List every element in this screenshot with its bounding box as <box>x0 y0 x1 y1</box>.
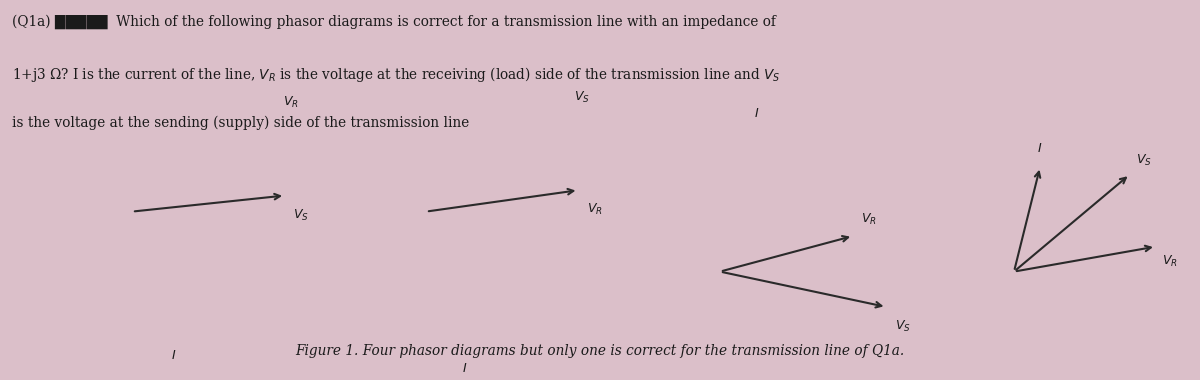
Text: $V_S$: $V_S$ <box>574 90 589 105</box>
Text: $V_R$: $V_R$ <box>1163 253 1178 269</box>
Text: $V_S$: $V_S$ <box>1136 152 1152 168</box>
Text: 1+j3 Ω? I is the current of the line, $V_R$ is the voltage at the receiving (loa: 1+j3 Ω? I is the current of the line, $V… <box>12 65 781 84</box>
Text: (Q1a) █████  Which of the following phasor diagrams is correct for a transmissio: (Q1a) █████ Which of the following phaso… <box>12 14 776 29</box>
Text: $I$: $I$ <box>462 362 468 375</box>
Text: $V_R$: $V_R$ <box>283 95 299 110</box>
Text: $V_S$: $V_S$ <box>293 207 310 223</box>
Text: $V_R$: $V_R$ <box>862 212 877 227</box>
Text: $I$: $I$ <box>755 107 760 120</box>
Text: $I$: $I$ <box>172 349 176 363</box>
Text: $V_R$: $V_R$ <box>587 202 602 217</box>
Text: Figure 1. Four phasor diagrams but only one is correct for the transmission line: Figure 1. Four phasor diagrams but only … <box>295 344 905 358</box>
Text: $V_S$: $V_S$ <box>895 319 911 334</box>
Text: is the voltage at the sending (supply) side of the transmission line: is the voltage at the sending (supply) s… <box>12 116 469 130</box>
Text: $I$: $I$ <box>1038 142 1043 155</box>
